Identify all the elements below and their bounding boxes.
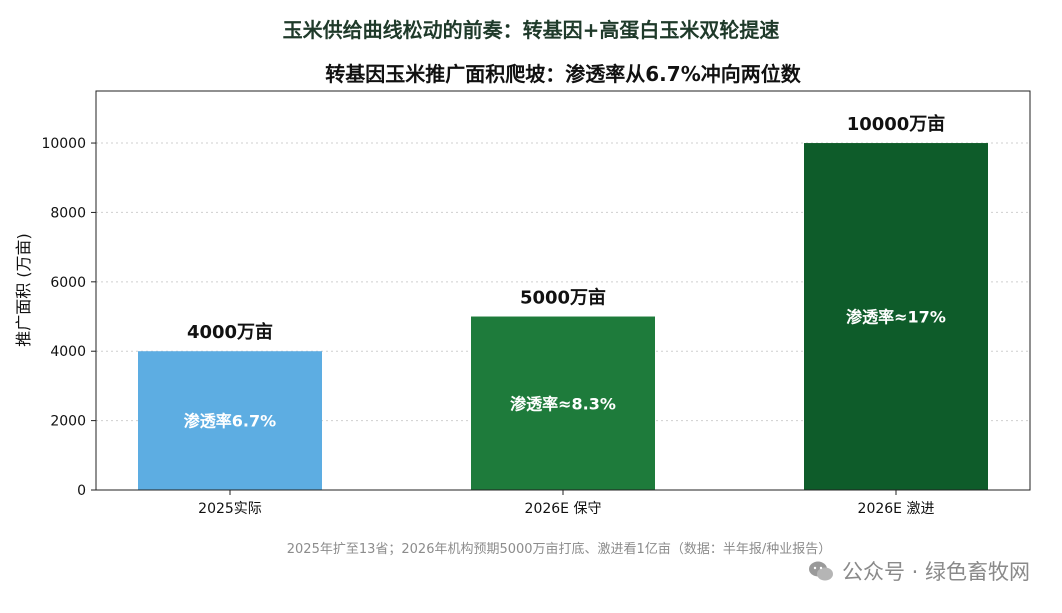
bar <box>138 351 322 490</box>
footnote: 2025年扩至13省；2026年机构预期5000万亩打底、激进看1亿亩（数据：半… <box>286 542 832 557</box>
x-tick-label: 2026E 保守 <box>525 501 602 517</box>
bar-inner-label: 渗透率6.7% <box>184 412 276 431</box>
bar <box>471 316 655 490</box>
bar-value-label: 10000万亩 <box>847 113 946 135</box>
watermark: 公众号 · 绿色畜牧网 <box>808 556 1030 586</box>
watermark-text: 公众号 · 绿色畜牧网 <box>841 560 1030 584</box>
y-tick-label: 2000 <box>50 414 86 430</box>
wechat-icon <box>808 561 833 581</box>
x-tick-label: 2026E 激进 <box>858 500 935 517</box>
y-tick-label: 4000 <box>50 344 86 360</box>
y-axis-label: 推广面积 (万亩) <box>14 233 33 347</box>
y-tick-label: 0 <box>77 483 86 499</box>
y-tick-label: 8000 <box>50 205 86 221</box>
page-suptitle: 玉米供给曲线松动的前奏：转基因+高蛋白玉米双轮提速 <box>282 18 780 42</box>
bar-value-label: 4000万亩 <box>187 321 273 343</box>
y-tick-label: 10000 <box>41 136 86 152</box>
chart-title: 转基因玉米推广面积爬坡：渗透率从6.7%冲向两位数 <box>325 62 801 86</box>
bar <box>804 143 988 491</box>
bar-value-label: 5000万亩 <box>520 287 606 309</box>
bar-inner-label: 渗透率≈17% <box>846 308 946 327</box>
y-tick-label: 6000 <box>50 275 86 291</box>
x-tick-label: 2025实际 <box>198 501 262 517</box>
bar-inner-label: 渗透率≈8.3% <box>510 394 616 413</box>
